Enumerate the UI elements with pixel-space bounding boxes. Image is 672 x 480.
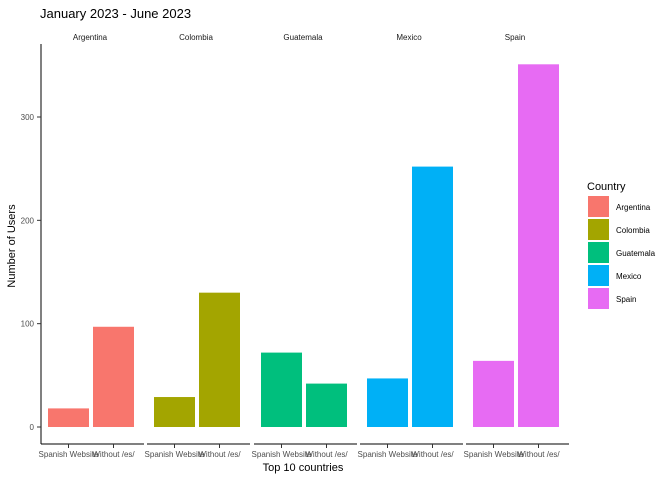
legend-label: Mexico xyxy=(616,272,642,281)
bar xyxy=(412,166,453,427)
bar xyxy=(199,292,240,427)
legend-swatch xyxy=(588,219,609,240)
legend-label: Colombia xyxy=(616,226,650,235)
bar xyxy=(367,378,408,427)
bar xyxy=(48,408,89,427)
legend-swatch xyxy=(588,265,609,286)
x-tick-label: Without /es/ xyxy=(411,450,454,459)
x-axis-title: Top 10 countries xyxy=(263,462,344,474)
legend: Country Argentina Colombia Guatemala Mexico… xyxy=(587,181,656,309)
x-tick-label: Spanish Website xyxy=(39,450,99,459)
x-tick-label: Spanish Website xyxy=(464,450,524,459)
legend-swatch xyxy=(588,288,609,309)
x-tick-label: Spanish Website xyxy=(252,450,312,459)
x-tick-label: Spanish Website xyxy=(358,450,418,459)
x-tick-label: Spanish Website xyxy=(145,450,205,459)
x-tick-label: Without /es/ xyxy=(305,450,348,459)
y-axis: 0 100 200 300 xyxy=(21,44,42,444)
legend-swatch xyxy=(588,242,609,263)
bar xyxy=(93,326,134,427)
legend-label: Spain xyxy=(616,295,636,304)
y-tick-label: 200 xyxy=(21,216,35,225)
y-tick-label: 100 xyxy=(21,320,35,329)
y-tick-label: 300 xyxy=(21,113,35,122)
bar xyxy=(518,64,559,428)
x-tick-label: Without /es/ xyxy=(517,450,560,459)
facet-strip-label: Spain xyxy=(505,33,525,42)
y-axis-title: Number of Users xyxy=(6,204,18,288)
facet-strip-label: Mexico xyxy=(396,33,422,42)
bar xyxy=(261,352,302,427)
bar xyxy=(306,383,347,427)
facet-strip-label: Colombia xyxy=(179,33,213,42)
bar xyxy=(473,360,514,427)
chart-title: January 2023 - June 2023 xyxy=(40,6,191,21)
facet-strip-label: Guatemala xyxy=(283,33,323,42)
x-tick-label: Without /es/ xyxy=(92,450,135,459)
legend-swatch xyxy=(588,196,609,217)
facet-strip-label: Argentina xyxy=(73,33,108,42)
y-tick-label: 0 xyxy=(30,423,35,432)
legend-label: Guatemala xyxy=(616,249,656,258)
legend-label: Argentina xyxy=(616,203,651,212)
x-tick-label: Without /es/ xyxy=(198,450,241,459)
legend-title: Country xyxy=(587,181,626,193)
bar xyxy=(154,397,195,427)
